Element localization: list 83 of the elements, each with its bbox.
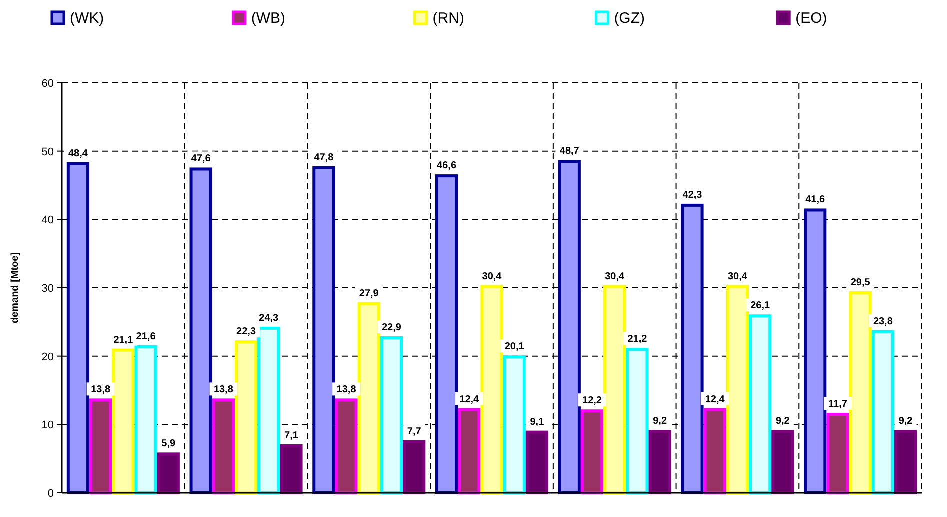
- bar: [580, 410, 604, 494]
- legend-label: (EO): [796, 10, 828, 27]
- data-label: 9,2: [898, 416, 914, 428]
- data-label: 21,2: [628, 334, 648, 346]
- bar: [626, 348, 649, 494]
- data-label: 13,8: [214, 384, 234, 396]
- data-label: 12,4: [460, 394, 480, 406]
- data-label: 48,4: [68, 148, 88, 160]
- legend-label: (WB): [251, 10, 286, 27]
- y-tick-label: 30: [42, 283, 54, 295]
- data-label: 29,5: [850, 277, 871, 288]
- bar: [526, 430, 549, 494]
- legend-label: (RN): [432, 10, 464, 27]
- data-label: 47,8: [314, 152, 334, 164]
- bar: [435, 174, 458, 494]
- bar: [312, 166, 336, 494]
- data-label: 26,1: [750, 300, 770, 312]
- data-label: 46,6: [437, 160, 457, 172]
- bar: [804, 208, 827, 494]
- data-label: 21,6: [136, 331, 156, 342]
- bar: [90, 398, 112, 494]
- bar: [872, 330, 894, 494]
- data-label: 13,8: [336, 384, 357, 396]
- bar: [726, 285, 750, 494]
- data-label: 48,7: [560, 146, 580, 158]
- bar: [258, 326, 280, 494]
- bar: [480, 285, 504, 494]
- bar: [772, 430, 794, 494]
- data-label: 24,3: [259, 312, 280, 324]
- bar: [112, 348, 135, 494]
- data-label: 5,9: [162, 438, 176, 450]
- bar: [280, 444, 303, 494]
- data-label: 21,1: [114, 334, 134, 346]
- data-label: 30,4: [482, 271, 502, 282]
- bar: [648, 430, 672, 494]
- bar: [458, 408, 481, 494]
- y-tick-label: 50: [42, 146, 54, 158]
- data-label: 12,2: [582, 396, 602, 407]
- y-axis-title: demand [Mtoe]: [10, 252, 21, 324]
- data-label: 20,1: [504, 342, 525, 353]
- y-tick-label: 10: [42, 420, 54, 432]
- data-label: 30,4: [605, 271, 626, 282]
- bar: [380, 336, 404, 494]
- legend-label: (GZ): [614, 10, 646, 27]
- bar: [358, 302, 380, 494]
- bar: [190, 168, 212, 494]
- y-tick-label: 20: [42, 351, 54, 364]
- bar: [212, 398, 235, 494]
- bar: [134, 345, 158, 494]
- data-label: 23,8: [873, 316, 894, 328]
- bar: [749, 314, 772, 494]
- bar: [234, 340, 258, 494]
- bar: [503, 356, 526, 494]
- bar: [681, 204, 704, 494]
- data-label: 9,2: [776, 416, 790, 428]
- data-label: 9,2: [653, 416, 668, 428]
- data-label: 11,7: [828, 399, 848, 410]
- data-label: 7,7: [407, 426, 422, 438]
- data-label: 13,8: [91, 384, 111, 396]
- data-label: 22,9: [382, 322, 402, 334]
- data-label: 9,1: [530, 416, 545, 428]
- bar: [558, 160, 581, 494]
- data-label: 12,4: [705, 394, 726, 406]
- data-label: 47,6: [191, 154, 212, 165]
- bar: [704, 408, 726, 494]
- bar: [403, 440, 426, 494]
- bar: [849, 291, 872, 494]
- bar: [604, 285, 626, 494]
- data-label: 27,9: [359, 288, 380, 300]
- data-label: 7,1: [284, 430, 299, 442]
- y-tick-label: 0: [48, 488, 54, 500]
- bar: [894, 430, 918, 494]
- bar: [66, 162, 90, 494]
- data-label: 41,6: [806, 194, 826, 206]
- bar: [335, 398, 358, 494]
- y-tick-label: 40: [42, 214, 54, 227]
- y-tick-label: 60: [42, 78, 54, 90]
- legend-label: (WK): [70, 10, 104, 27]
- data-label: 30,4: [728, 271, 748, 282]
- data-label: 22,3: [236, 326, 256, 338]
- bar: [826, 413, 850, 494]
- bar: [157, 452, 180, 494]
- data-label: 42,3: [682, 190, 703, 201]
